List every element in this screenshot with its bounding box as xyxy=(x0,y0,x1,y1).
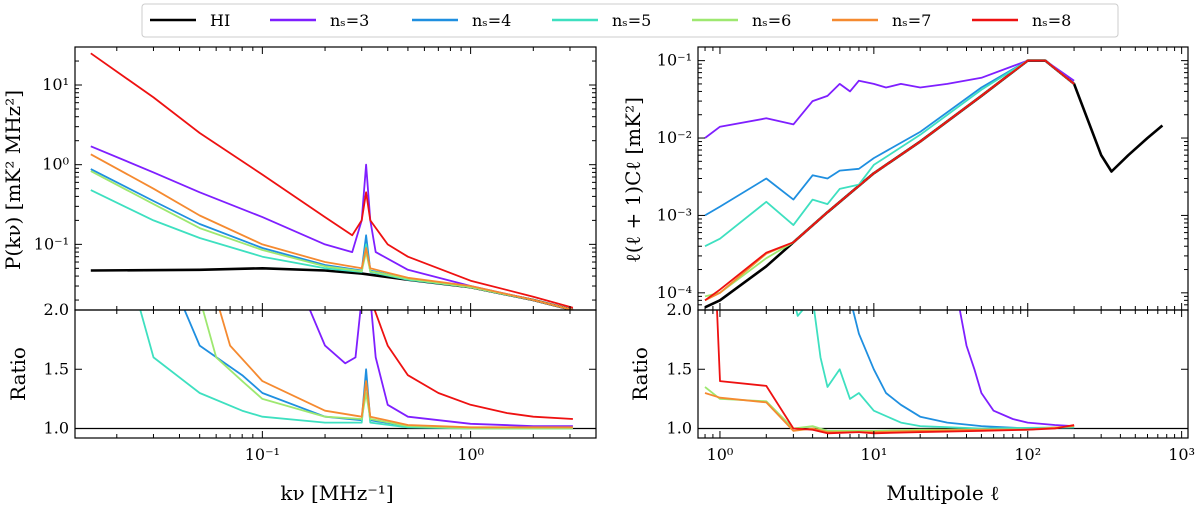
series-line-n6 xyxy=(202,310,573,430)
series-line-n5 xyxy=(704,59,1075,248)
right-bottom-xlabel: Multipole ℓ xyxy=(886,481,999,505)
x-tick-label: 10⁰ xyxy=(707,445,734,464)
series-line-n7 xyxy=(90,153,574,310)
series-line-n3 xyxy=(704,59,1075,139)
legend-frame xyxy=(141,3,1119,38)
panel-right-top: 10⁻⁴ 10⁻³ 10⁻² 10⁻¹ xyxy=(657,46,1189,311)
x-tick-label: 10¹ xyxy=(860,445,887,464)
axes-frame xyxy=(697,309,1189,439)
series-line-n7 xyxy=(704,392,1075,433)
left-bottom-ylabel: Ratio xyxy=(6,347,30,401)
legend-label: nₛ=4 xyxy=(472,11,511,30)
series-line-n5 xyxy=(795,310,1075,430)
panel-left-bottom: 1.0 1.5 2.0 10⁻¹ 10⁰ xyxy=(44,300,597,464)
series-line-n7 xyxy=(704,59,1075,302)
y-tick-label: 10⁻¹ xyxy=(657,51,692,70)
x-tick-label: 10³ xyxy=(1168,445,1195,464)
panel-left-top: 10⁻¹ 10⁰ 10¹ xyxy=(34,46,597,311)
series-line-n5 xyxy=(139,310,573,430)
legend-label: nₛ=8 xyxy=(1032,11,1071,30)
y-tick-label: 1.0 xyxy=(667,419,692,438)
y-tick-label: 10⁻² xyxy=(657,128,692,147)
x-tick-label: 10² xyxy=(1014,445,1041,464)
series-line-n8 xyxy=(716,310,1075,435)
right-bottom-ylabel: Ratio xyxy=(628,347,652,401)
series-line-n4 xyxy=(852,310,1075,430)
series-line-n4 xyxy=(704,59,1075,217)
legend-label: nₛ=7 xyxy=(892,11,931,30)
y-tick-label: 1.5 xyxy=(667,359,692,378)
y-tick-label: 10¹ xyxy=(42,75,69,94)
series-line-n7 xyxy=(218,310,573,429)
panel-right-bottom: 1.0 1.5 2.0 10⁰ 10¹ 10² 10³ xyxy=(667,300,1195,464)
series-line-n8 xyxy=(704,59,1075,302)
axes-frame xyxy=(697,46,1189,311)
series-line-n6 xyxy=(704,386,1075,432)
left-bottom-xlabel: kν [MHz⁻¹] xyxy=(280,481,393,505)
y-tick-label: 10⁻³ xyxy=(657,205,692,224)
legend: HI nₛ=3 nₛ=4 nₛ=5 nₛ=6 nₛ=7 nₛ=8 xyxy=(141,3,1119,38)
series-line-n3 xyxy=(958,310,1075,427)
y-tick-label: 1.5 xyxy=(44,359,69,378)
series-line-n8 xyxy=(90,52,574,309)
legend-label: nₛ=5 xyxy=(612,11,651,30)
x-tick-label: 10⁰ xyxy=(457,445,484,464)
series-line-n8 xyxy=(373,310,573,420)
legend-label: HI xyxy=(210,11,230,30)
left-top-ylabel: P(kν) [mK² MHz²] xyxy=(1,90,25,270)
series-line-n6 xyxy=(704,59,1075,298)
y-tick-label: 1.0 xyxy=(44,419,69,438)
y-tick-label: 10⁰ xyxy=(42,155,69,174)
series-line-n3 xyxy=(90,145,574,310)
series-line-n3 xyxy=(308,310,573,427)
y-tick-label: 10⁻⁴ xyxy=(657,283,692,302)
legend-label: nₛ=3 xyxy=(330,11,369,30)
right-top-ylabel: ℓ(ℓ + 1)Cℓ [mK²] xyxy=(621,97,645,263)
x-tick-label: 10⁻¹ xyxy=(245,445,280,464)
y-tick-label: 2.0 xyxy=(667,300,692,319)
axes-frame xyxy=(74,309,597,439)
y-tick-label: 10⁻¹ xyxy=(34,234,69,253)
legend-label: nₛ=6 xyxy=(752,11,791,30)
y-tick-label: 2.0 xyxy=(44,300,69,319)
